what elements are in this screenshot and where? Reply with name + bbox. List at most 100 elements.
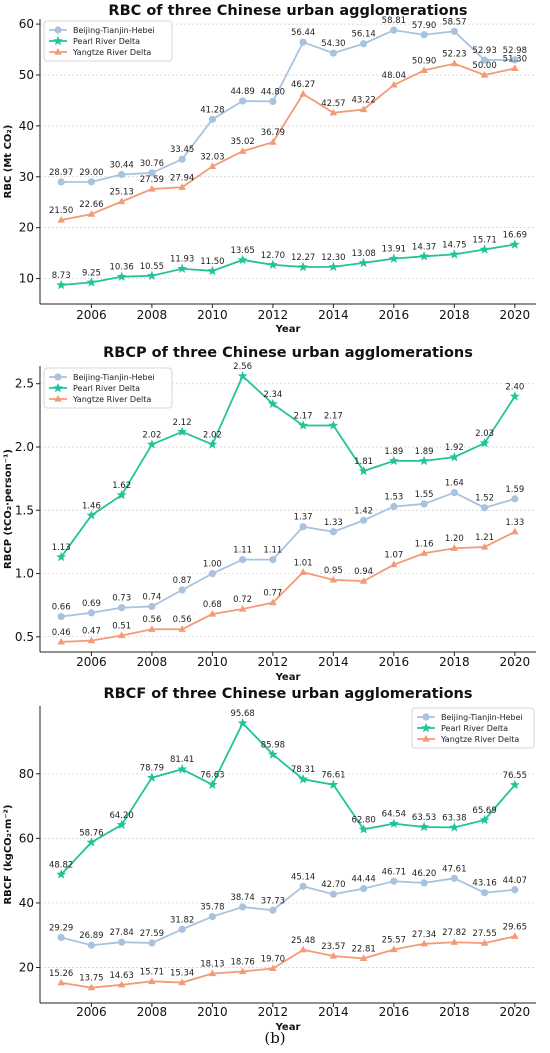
data-point bbox=[146, 772, 157, 782]
data-label: 52.93 bbox=[472, 46, 496, 56]
x-tick-label: 2006 bbox=[76, 308, 107, 322]
data-label: 30.76 bbox=[140, 159, 164, 169]
data-point bbox=[267, 259, 278, 270]
legend-marker bbox=[53, 382, 63, 393]
data-point bbox=[479, 437, 490, 448]
data-label: 1.89 bbox=[384, 447, 403, 457]
data-label: 12.30 bbox=[321, 253, 345, 263]
data-point bbox=[148, 169, 156, 177]
data-label: 48.04 bbox=[382, 71, 406, 81]
data-point bbox=[178, 625, 186, 632]
data-label: 29.00 bbox=[79, 168, 103, 178]
data-point bbox=[178, 155, 186, 163]
data-point bbox=[329, 49, 337, 57]
data-label: 52.23 bbox=[442, 50, 466, 60]
data-label: 0.66 bbox=[52, 603, 71, 613]
data-point bbox=[117, 197, 126, 205]
series-pearl: 1.13 1.46 1.62 2.02 2.12 2.02 2.56 2.34 2.17 2.17… bbox=[52, 362, 524, 562]
data-label: 9.25 bbox=[82, 268, 101, 278]
data-label: 0.77 bbox=[263, 589, 282, 599]
data-label: 19.70 bbox=[261, 954, 285, 964]
data-point bbox=[239, 903, 247, 911]
legend: Beijing-Tianjin-Hebei Pearl River Delta Ya… bbox=[43, 20, 173, 62]
data-point bbox=[358, 465, 369, 476]
data-point bbox=[86, 837, 97, 847]
y-tick-label: 2.5 bbox=[15, 377, 34, 391]
data-point bbox=[177, 764, 188, 774]
data-label: 2.40 bbox=[505, 382, 524, 392]
x-tick-label: 2006 bbox=[76, 1005, 107, 1019]
series-pearl: 8.73 9.25 10.36 10.55 11.93 11.50 13.65 12.70 12… bbox=[52, 231, 527, 290]
data-point bbox=[56, 869, 67, 879]
data-point bbox=[450, 544, 459, 551]
legend-label: Pearl River Delta bbox=[73, 384, 140, 393]
data-point bbox=[87, 983, 96, 991]
data-label: 11.93 bbox=[170, 255, 194, 265]
x-tick-label: 2012 bbox=[258, 308, 289, 322]
series-line bbox=[60, 62, 516, 221]
data-point bbox=[116, 489, 127, 500]
data-point bbox=[328, 779, 339, 789]
series-line bbox=[61, 243, 515, 286]
data-label: 1.07 bbox=[384, 551, 403, 561]
data-label: 0.74 bbox=[142, 592, 161, 602]
legend-marker bbox=[422, 713, 430, 721]
data-label: 1.59 bbox=[505, 485, 524, 495]
data-label: 0.73 bbox=[112, 594, 131, 604]
data-point bbox=[267, 398, 278, 409]
data-point bbox=[207, 439, 218, 449]
y-tick-label: 2.0 bbox=[15, 440, 34, 454]
data-label: 81.41 bbox=[170, 755, 194, 765]
data-point bbox=[269, 556, 277, 564]
data-point bbox=[360, 516, 368, 524]
data-point bbox=[118, 170, 126, 179]
data-label: 15.71 bbox=[472, 235, 496, 245]
data-label: 27.94 bbox=[170, 173, 194, 183]
data-point bbox=[511, 64, 519, 71]
data-point bbox=[299, 89, 307, 97]
data-label: 30.44 bbox=[109, 161, 133, 171]
data-point bbox=[449, 451, 460, 462]
data-label: 45.14 bbox=[291, 872, 315, 882]
data-label: 37.73 bbox=[261, 896, 285, 906]
data-point bbox=[419, 455, 430, 466]
data-label: 10.36 bbox=[109, 263, 133, 273]
data-label: 1.42 bbox=[354, 506, 373, 516]
data-point bbox=[208, 912, 216, 921]
x-tick-label: 2016 bbox=[379, 655, 410, 669]
data-point bbox=[178, 586, 186, 594]
y-tick-label: 30 bbox=[19, 170, 34, 184]
legend-marker bbox=[53, 35, 63, 46]
data-point bbox=[87, 941, 96, 949]
data-label: 18.76 bbox=[230, 957, 254, 967]
data-point bbox=[450, 488, 458, 497]
data-label: 63.53 bbox=[412, 813, 436, 823]
data-label: 36.79 bbox=[261, 128, 285, 138]
y-tick-label: 80 bbox=[19, 767, 34, 781]
data-point bbox=[299, 945, 307, 953]
data-label: 58.76 bbox=[79, 828, 103, 838]
data-point bbox=[390, 877, 398, 885]
data-point bbox=[87, 609, 96, 617]
data-point bbox=[178, 183, 186, 190]
data-label: 14.75 bbox=[442, 240, 466, 250]
data-point bbox=[237, 254, 248, 265]
x-tick-label: 2008 bbox=[137, 655, 168, 669]
data-label: 2.56 bbox=[233, 362, 252, 372]
legend-label: Yangtze River Delta bbox=[72, 48, 151, 57]
data-label: 44.89 bbox=[230, 87, 254, 97]
series-line bbox=[61, 530, 516, 643]
data-label: 78.31 bbox=[291, 765, 315, 775]
data-point bbox=[480, 889, 489, 897]
data-point bbox=[87, 178, 96, 186]
data-point bbox=[358, 824, 369, 834]
data-point bbox=[450, 874, 458, 882]
x-axis-label: Year bbox=[275, 324, 301, 335]
data-label: 64.20 bbox=[109, 811, 133, 821]
data-point bbox=[57, 933, 65, 942]
data-point bbox=[509, 239, 520, 249]
data-point bbox=[390, 26, 398, 34]
data-label: 2.34 bbox=[263, 390, 282, 400]
data-label: 0.69 bbox=[82, 599, 101, 609]
data-label: 13.75 bbox=[79, 974, 103, 984]
